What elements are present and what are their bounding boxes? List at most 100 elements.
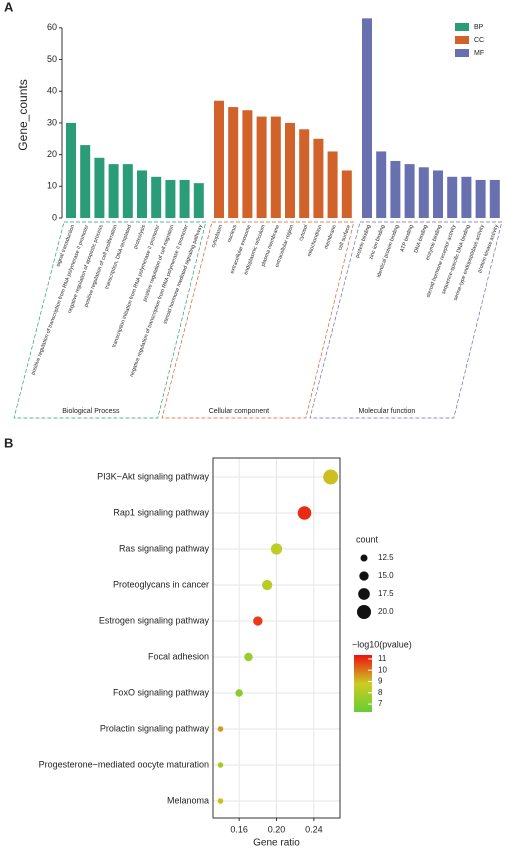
x-tick-label: positive regulation of transcription fro… [30, 224, 90, 376]
bar [256, 116, 267, 218]
y-tick-label: 30 [47, 117, 57, 127]
dot [323, 469, 339, 485]
bar [475, 179, 486, 218]
colorbar-label: 10 [378, 665, 387, 674]
size-legend-dot [358, 588, 370, 600]
legend-swatch [455, 36, 469, 44]
y-tick-label: FoxO signaling pathway [113, 687, 210, 697]
y-tick-label: 20 [47, 149, 57, 159]
dot [217, 798, 224, 804]
legend-label: BP [474, 24, 484, 31]
bar [66, 122, 76, 218]
bar [341, 170, 352, 218]
x-tick-label: 0.16 [230, 824, 248, 834]
bar [390, 160, 401, 218]
color-legend-title: −log10(pvalue) [352, 639, 412, 649]
bar [122, 164, 133, 218]
x-tick-label: transcription, DNA-templated [104, 224, 133, 290]
x-tick-label: 0.24 [305, 824, 323, 834]
bar [214, 100, 224, 218]
bar [270, 116, 281, 218]
dot [297, 506, 312, 520]
bar [228, 107, 239, 218]
bar [151, 176, 162, 218]
bar [418, 167, 429, 218]
bar [137, 170, 147, 218]
colorbar-label: 11 [378, 654, 387, 663]
bar [179, 179, 190, 218]
size-legend-label: 17.5 [378, 589, 394, 598]
y-tick-label: Estrogen signaling pathway [99, 615, 210, 625]
size-legend-label: 15.0 [378, 571, 394, 580]
bar [94, 157, 105, 218]
dot [217, 762, 224, 768]
bar [433, 170, 443, 218]
size-legend-dot [359, 571, 369, 581]
y-tick-label: Prolactin signaling pathway [100, 723, 210, 733]
dot [270, 543, 283, 555]
size-legend-label: 20.0 [378, 607, 394, 616]
x-tick-label: 0.20 [268, 824, 286, 834]
bar [193, 183, 204, 218]
x-tick-label: mitochondrion [307, 224, 324, 257]
colorbar [354, 655, 372, 712]
bar [285, 122, 295, 218]
x-tick-label: proteolysis [133, 224, 147, 250]
size-legend-dot [356, 604, 372, 620]
dot [235, 689, 243, 697]
bar [404, 164, 415, 218]
x-axis-title: Gene ratio [253, 838, 300, 849]
bar [362, 18, 372, 219]
y-axis-title: Gene_counts [16, 79, 30, 150]
legend-label: MF [474, 50, 484, 57]
x-tick-label: ATP binding [399, 224, 414, 253]
bar [313, 138, 324, 218]
size-legend-title: count [356, 534, 379, 544]
size-legend-dot [360, 554, 368, 562]
legend-swatch [455, 49, 469, 57]
colorbar-label: 9 [378, 677, 383, 686]
x-tick-label: cytoplasm [210, 224, 224, 249]
bar [447, 176, 458, 218]
bar [242, 110, 253, 218]
bar [108, 164, 119, 218]
plot-border [212, 457, 341, 819]
x-tick-label: cytosol [298, 224, 309, 242]
y-tick-label: 60 [47, 22, 57, 32]
y-tick-label: 40 [47, 86, 57, 96]
dot [253, 616, 263, 626]
dot [244, 652, 253, 662]
y-tick-label: Rap1 signaling pathway [113, 507, 209, 517]
y-tick-label: 10 [47, 181, 57, 191]
x-tick-label: DNA binding [413, 224, 429, 254]
bar [165, 179, 176, 218]
bar [489, 179, 500, 218]
x-tick-label: membrane [323, 224, 337, 250]
y-tick-label: Melanoma [167, 795, 209, 805]
x-tick-label: nucleus [227, 224, 239, 244]
y-tick-label: Ras signaling pathway [119, 543, 210, 553]
colorbar-label: 8 [378, 688, 383, 697]
group-box [13, 221, 207, 419]
y-tick-label: Progesterone−mediated oocyte maturation [39, 759, 209, 769]
group-label: Cellular component [209, 408, 269, 415]
legend-swatch [455, 23, 469, 31]
bar [299, 129, 310, 218]
group-label: Molecular function [358, 408, 415, 415]
group-label: Biological Process [62, 408, 120, 415]
y-tick-label: Proteoglycans in cancer [113, 579, 209, 589]
bar [327, 151, 338, 218]
dot [217, 726, 224, 732]
dot [262, 579, 273, 591]
panel-label: A [4, 0, 14, 14]
group-box [309, 221, 503, 419]
panel-label: B [4, 435, 13, 450]
bar [376, 151, 387, 218]
bar [461, 176, 472, 218]
y-tick-label: Focal adhesion [148, 651, 209, 661]
y-tick-label: 50 [47, 54, 57, 64]
y-tick-label: 0 [52, 212, 57, 222]
group-box [161, 221, 355, 419]
